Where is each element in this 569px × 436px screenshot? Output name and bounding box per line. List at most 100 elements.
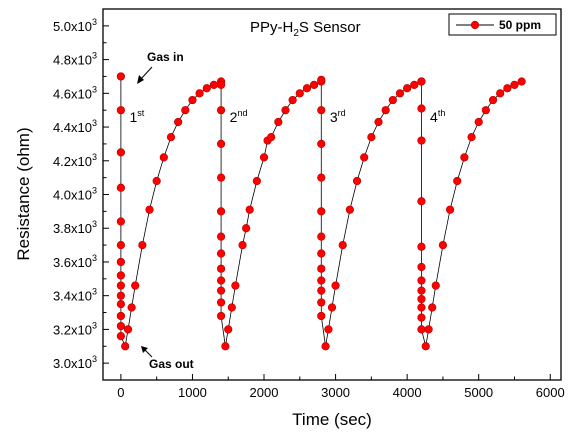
data-point — [395, 89, 405, 98]
data-point — [116, 300, 125, 309]
data-point — [245, 205, 254, 214]
gas-in-arrow-line — [139, 66, 153, 81]
data-point — [321, 342, 330, 351]
data-point — [317, 139, 326, 149]
data-point — [374, 117, 383, 127]
data-point — [467, 133, 476, 142]
data-point — [216, 139, 226, 149]
x-tick-label: 1000 — [178, 385, 207, 400]
y-tick-labels: 3.0x103 3.2x103 3.4x103 3.6x103 3.8x103 4.0x1… — [53, 17, 97, 371]
data-point — [417, 303, 426, 312]
data-point — [274, 117, 283, 127]
data-point — [474, 117, 483, 127]
data-point — [216, 106, 226, 115]
y-tick-label: 3.0x103 — [53, 354, 97, 371]
legend-box — [448, 13, 557, 36]
data-point — [116, 183, 125, 192]
data-point — [216, 173, 226, 182]
data-point — [510, 80, 519, 89]
data-point — [238, 240, 247, 250]
x-tick-label: 0 — [117, 385, 124, 400]
data-point — [281, 106, 290, 115]
data-point — [116, 72, 125, 81]
data-point — [503, 84, 512, 93]
data-point — [131, 281, 140, 290]
data-point — [438, 240, 448, 250]
x-tick-label: 4000 — [393, 385, 422, 400]
cycle-label: 1st — [129, 108, 144, 125]
data-point — [317, 207, 326, 216]
gas-out-label: Gas out — [149, 357, 194, 371]
data-point — [310, 80, 319, 89]
data-point — [302, 84, 312, 93]
data-point — [227, 303, 236, 312]
data-point — [216, 276, 226, 285]
data-point — [116, 240, 125, 250]
data-point — [116, 311, 125, 321]
data-point — [317, 232, 326, 241]
data-point — [445, 205, 455, 214]
y-tick-label: 4.0x103 — [53, 186, 97, 203]
data-point — [417, 313, 426, 322]
cycle-label: 4th — [430, 108, 445, 125]
y-tick-label: 3.8x103 — [53, 219, 97, 236]
data-point — [209, 80, 219, 89]
data-point — [116, 321, 125, 331]
data-point — [121, 342, 130, 351]
x-tick-labels: 0 1000 2000 3000 4000 5000 6000 — [117, 385, 564, 400]
x-axis-title: Time (sec) — [292, 410, 372, 429]
data-point — [195, 89, 204, 98]
data-point — [152, 176, 161, 186]
data-point — [116, 332, 125, 341]
data-point — [174, 117, 183, 127]
annotations: Gas in Gas out — [137, 50, 194, 371]
data-point — [317, 75, 326, 84]
data-point — [421, 342, 430, 351]
data-point — [202, 84, 211, 93]
y-tick-label: 4.2x103 — [53, 152, 97, 169]
data-point — [417, 276, 426, 285]
data-point — [116, 106, 125, 115]
y-tick-label: 5.0x103 — [53, 17, 97, 34]
data-point — [417, 242, 426, 251]
data-point — [388, 95, 397, 105]
data-point — [216, 311, 226, 321]
data-point — [216, 286, 226, 295]
data-point — [417, 104, 426, 113]
data-point — [417, 77, 426, 86]
data-point — [488, 95, 498, 105]
legend-marker — [470, 20, 480, 30]
data-point — [224, 325, 233, 334]
data-point — [216, 264, 226, 273]
data-point — [460, 153, 469, 162]
series-points — [116, 72, 526, 351]
data-point — [288, 95, 297, 105]
y-tick-label: 3.4x103 — [53, 287, 97, 304]
data-point — [116, 257, 125, 267]
data-point — [453, 176, 462, 186]
data-point — [331, 281, 340, 290]
y-tick-label: 4.4x103 — [53, 118, 97, 135]
plot-frame — [102, 8, 562, 381]
data-point — [410, 80, 419, 89]
data-point — [259, 153, 269, 162]
y-tick-label: 3.6x103 — [53, 253, 97, 270]
data-point — [403, 84, 412, 93]
data-point — [123, 325, 133, 334]
data-point — [216, 232, 226, 241]
data-point — [317, 173, 326, 182]
gas-out-arrowhead — [141, 346, 148, 353]
data-point — [216, 249, 226, 258]
data-point — [417, 197, 426, 206]
data-point — [145, 205, 154, 214]
x-tick-label: 6000 — [536, 385, 565, 400]
data-point — [116, 148, 125, 157]
data-point — [166, 133, 176, 142]
y-tick-label: 4.8x103 — [53, 51, 97, 68]
chart-title: PPy-H2S Sensor — [250, 19, 361, 39]
data-point — [116, 291, 125, 300]
data-point — [417, 262, 426, 272]
data-point — [324, 325, 333, 334]
legend-label: 50 ppm — [499, 18, 541, 32]
data-point — [295, 89, 304, 98]
